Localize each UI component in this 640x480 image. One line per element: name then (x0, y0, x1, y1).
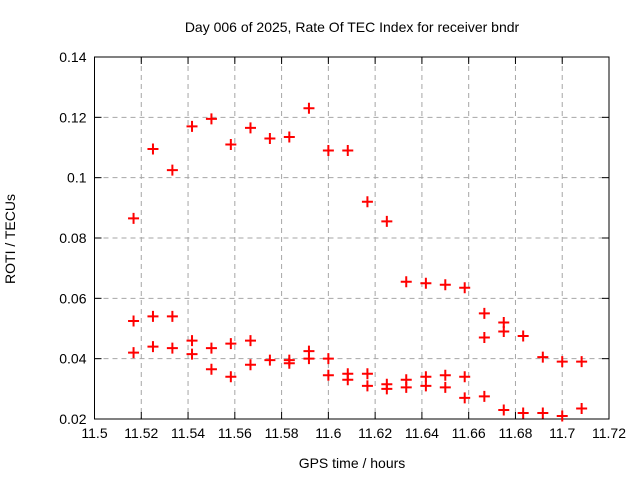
data-point-marker (381, 215, 393, 227)
data-point-marker (205, 113, 217, 125)
data-point-marker (420, 277, 432, 289)
data-point-marker (342, 145, 354, 157)
data-point-marker (264, 354, 276, 366)
data-point-marker (166, 342, 178, 354)
y-tick-label: 0.14 (59, 49, 86, 65)
data-point-marker (439, 369, 451, 381)
x-tick-label: 11.56 (218, 425, 252, 441)
data-point-marker (459, 371, 471, 383)
data-point-marker (361, 380, 373, 392)
data-point-marker (361, 196, 373, 208)
data-point-marker (420, 380, 432, 392)
y-tick-label: 0.08 (59, 230, 86, 246)
data-point-marker (400, 276, 412, 288)
data-point-marker (128, 315, 140, 327)
data-point-marker (381, 383, 393, 395)
x-tick-label: 11.64 (405, 425, 439, 441)
data-point-marker (205, 342, 217, 354)
data-point-marker (556, 356, 568, 368)
data-point-marker (342, 374, 354, 386)
x-tick-label: 11.66 (452, 425, 486, 441)
x-tick-label: 11.6 (315, 425, 341, 441)
data-point-marker (517, 330, 529, 342)
data-point-marker (147, 143, 159, 155)
data-point-marker (244, 359, 256, 371)
x-tick-label: 11.58 (265, 425, 299, 441)
data-point-marker (459, 392, 471, 404)
x-tick-label: 11.52 (124, 425, 158, 441)
data-point-marker (459, 282, 471, 294)
data-point-marker (225, 371, 237, 383)
x-tick-label: 11.7 (549, 425, 575, 441)
data-point-marker (283, 357, 295, 369)
x-axis-label: GPS time / hours (298, 455, 406, 471)
plot-border (94, 56, 610, 420)
data-point-marker (186, 335, 198, 347)
data-point-marker (439, 279, 451, 291)
data-point-marker (225, 338, 237, 350)
x-tick-label: 11.62 (358, 425, 392, 441)
data-point-marker (361, 368, 373, 380)
data-point-marker (264, 132, 276, 144)
data-point-marker (283, 131, 295, 143)
data-point-marker (205, 363, 217, 375)
data-point-marker (303, 102, 315, 114)
data-point-marker (322, 369, 334, 381)
y-tick-label: 0.06 (59, 290, 86, 306)
x-tick-label: 11.68 (498, 425, 532, 441)
data-point-marker (147, 341, 159, 353)
data-point-marker (400, 381, 412, 393)
y-tick-label: 0.04 (59, 351, 86, 367)
data-point-marker (478, 332, 490, 344)
y-tick-label: 0.12 (59, 109, 86, 125)
data-point-marker (517, 407, 529, 419)
data-point-marker (478, 390, 490, 402)
data-point-marker (322, 145, 334, 157)
data-point-marker (225, 138, 237, 150)
data-point-marker (556, 410, 568, 422)
data-point-marker (537, 407, 549, 419)
data-point-marker (186, 120, 198, 132)
data-point-marker (478, 307, 490, 319)
x-tick-label: 11.5 (81, 425, 107, 441)
data-point-marker (576, 402, 588, 414)
y-tick-label: 0.1 (67, 170, 87, 186)
data-point-marker (166, 164, 178, 176)
data-point-marker (498, 404, 510, 416)
x-tick-label: 11.72 (592, 425, 626, 441)
x-tick-label: 11.54 (171, 425, 205, 441)
y-tick-label: 0.02 (59, 411, 86, 427)
data-point-marker (166, 310, 178, 322)
data-point-marker (128, 347, 140, 359)
data-point-marker (147, 310, 159, 322)
data-point-marker (186, 348, 198, 360)
data-point-marker (303, 353, 315, 365)
data-point-marker (537, 351, 549, 363)
data-point-marker (244, 122, 256, 134)
data-point-marker (498, 326, 510, 338)
data-point-marker (128, 212, 140, 224)
data-point-marker (439, 381, 451, 393)
data-point-marker (576, 356, 588, 368)
data-point-marker (322, 353, 334, 365)
data-point-marker (244, 335, 256, 347)
chart-title: Day 006 of 2025, Rate Of TEC Index for r… (184, 19, 520, 35)
